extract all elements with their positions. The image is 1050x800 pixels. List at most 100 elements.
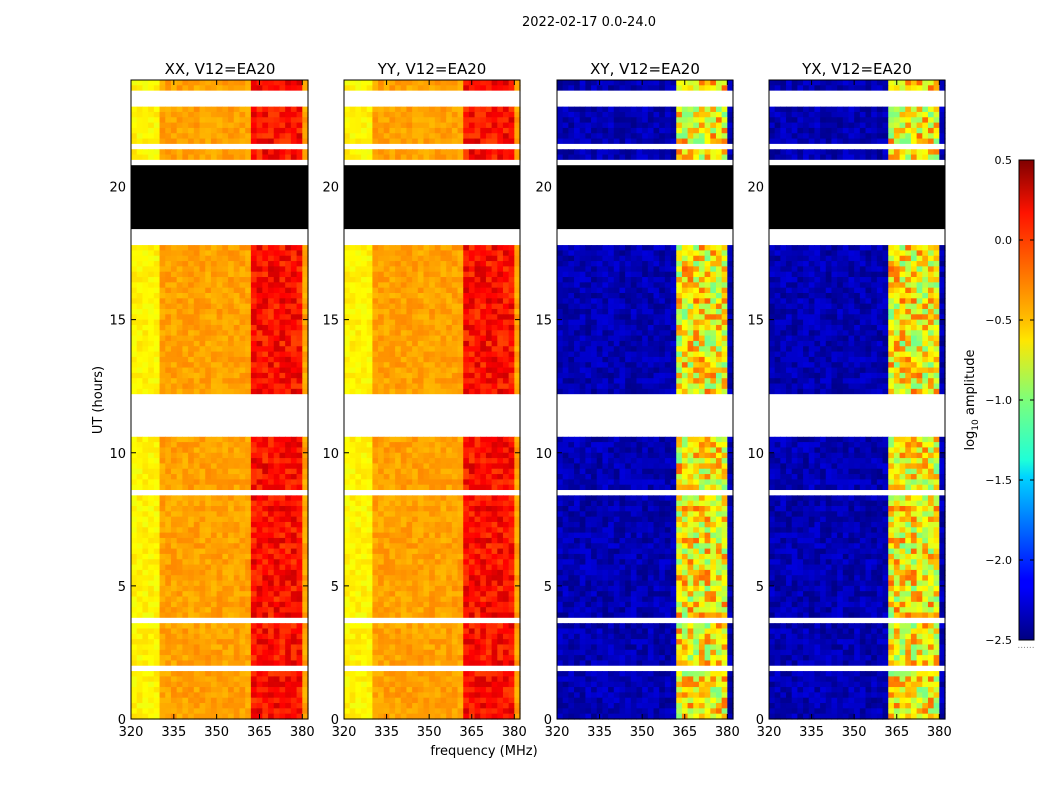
heatmap-cell: [256, 521, 263, 528]
heatmap-cell: [273, 314, 281, 321]
heatmap-cell: [372, 245, 379, 251]
heatmap-cell: [378, 250, 385, 257]
heatmap-cell: [296, 585, 303, 592]
heatmap-cell: [446, 351, 453, 358]
heatmap-cell: [423, 575, 430, 582]
heatmap-cell: [165, 372, 172, 379]
heatmap-cell: [400, 293, 408, 299]
heatmap-cell: [389, 303, 396, 310]
y-tick-label: 5: [118, 580, 126, 595]
heatmap-cell: [514, 484, 521, 491]
heatmap-cell: [210, 559, 218, 566]
heatmap-cell: [279, 335, 286, 342]
heatmap-cell: [446, 553, 453, 560]
heatmap-cell: [199, 601, 206, 608]
heatmap-cell: [412, 474, 419, 480]
heatmap-cell: [349, 601, 356, 608]
heatmap-cell: [366, 591, 373, 598]
heatmap-cell: [290, 532, 298, 539]
heatmap-cell: [434, 122, 442, 129]
heatmap-cell: [302, 564, 309, 571]
heatmap-cell: [210, 612, 218, 619]
heatmap-cell: [245, 447, 252, 454]
heatmap-cell: [480, 527, 487, 534]
heatmap-cell: [285, 506, 292, 512]
heatmap-cell: [182, 633, 189, 640]
heatmap-cell: [245, 80, 252, 86]
heatmap-cell: [188, 713, 195, 720]
heatmap-cell: [245, 628, 252, 635]
heatmap-cell: [344, 351, 351, 358]
heatmap-cell: [142, 293, 149, 299]
heatmap-cell: [302, 255, 309, 262]
heatmap-cell: [290, 351, 298, 358]
heatmap-cell: [344, 133, 351, 140]
heatmap-cell: [302, 527, 309, 534]
heatmap-cell: [468, 138, 476, 145]
heatmap-cell: [344, 330, 351, 337]
heatmap-cell: [423, 271, 430, 278]
heatmap-cell: [165, 537, 172, 544]
heatmap-cell: [434, 537, 442, 544]
heatmap-cell: [176, 575, 183, 582]
heatmap-cell: [165, 154, 172, 161]
heatmap-cell: [446, 261, 453, 267]
heatmap-cell: [446, 255, 453, 262]
heatmap-cell: [395, 330, 402, 337]
heatmap-cell: [395, 500, 402, 507]
heatmap-cell: [159, 388, 166, 395]
heatmap-cell: [412, 293, 419, 299]
heatmap-cell: [502, 559, 510, 566]
heatmap-cell: [142, 580, 149, 587]
heatmap-cell: [417, 245, 425, 251]
heatmap-row-flag: [344, 181, 520, 188]
heatmap-cell: [344, 340, 351, 347]
heatmap-row-flag: [131, 617, 308, 624]
heatmap-cell: [395, 378, 402, 385]
heatmap-cell: [372, 340, 379, 347]
heatmap-cell: [508, 303, 515, 310]
heatmap-cell: [142, 133, 149, 140]
heatmap-cell: [423, 314, 430, 321]
heatmap-cell: [285, 330, 292, 337]
heatmap-cell: [508, 559, 515, 566]
heatmap-cell: [451, 388, 459, 395]
heatmap-cell: [199, 548, 206, 555]
heatmap-cell: [188, 436, 195, 443]
heatmap-cell: [268, 383, 275, 390]
heatmap-cell: [383, 287, 391, 294]
heatmap-cell: [514, 500, 521, 507]
heatmap-cell: [361, 330, 368, 337]
heatmap-cell: [361, 138, 368, 145]
heatmap-cell: [176, 261, 183, 267]
heatmap-cell: [366, 85, 373, 92]
heatmap-cell: [400, 138, 408, 145]
heatmap-cell: [463, 569, 470, 576]
heatmap-cell: [222, 452, 229, 459]
heatmap-cell: [268, 255, 275, 262]
heatmap-cell: [491, 564, 498, 571]
heatmap-cell: [142, 500, 149, 507]
heatmap-cell: [159, 687, 166, 693]
heatmap-cell: [188, 452, 195, 459]
heatmap-cell: [296, 314, 303, 321]
heatmap-cell: [193, 346, 201, 353]
heatmap-cell: [153, 511, 161, 518]
heatmap-cell: [245, 127, 252, 134]
heatmap-row-flag: [131, 218, 308, 225]
heatmap-cell: [474, 319, 481, 326]
heatmap-cell: [228, 314, 235, 321]
heatmap-cell: [222, 633, 229, 640]
heatmap-cell: [131, 447, 138, 454]
heatmap-cell: [205, 506, 212, 512]
heatmap-cell: [296, 543, 303, 550]
heatmap-cell: [429, 532, 436, 539]
heatmap-cell: [148, 474, 155, 480]
heatmap-cell: [193, 266, 201, 273]
heatmap-cell: [176, 468, 183, 475]
heatmap-cell: [159, 506, 166, 512]
heatmap-cell: [222, 133, 229, 140]
heatmap-cell: [210, 271, 218, 278]
heatmap-cell: [239, 282, 246, 289]
heatmap-cell: [463, 511, 470, 518]
